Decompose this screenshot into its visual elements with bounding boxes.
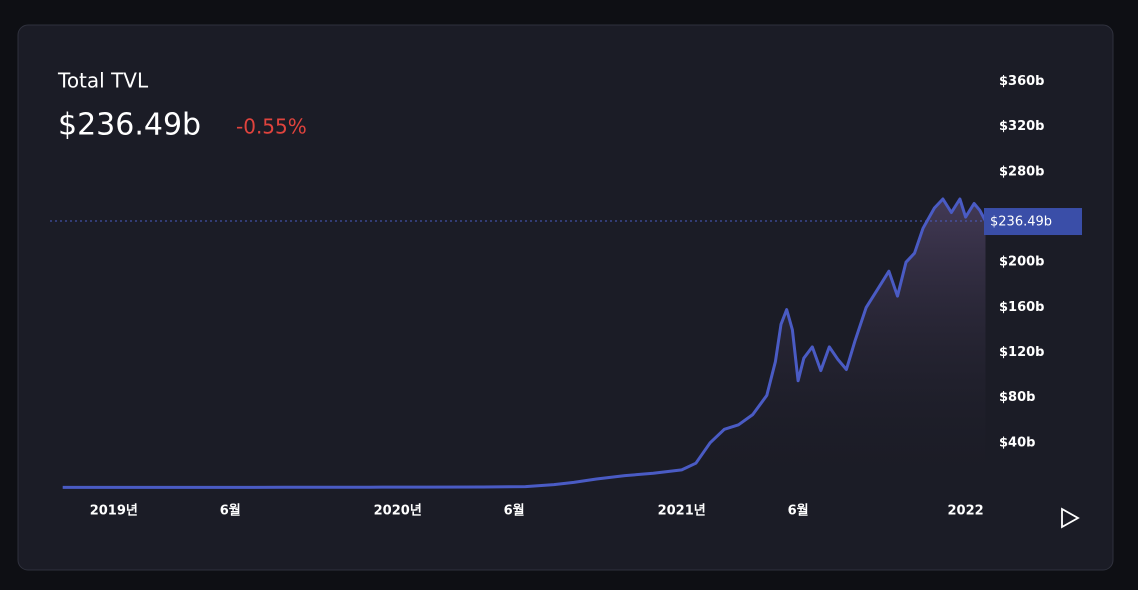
play-button[interactable] [1061,507,1080,529]
x-tick-label: 2020년 [374,504,422,519]
area-fill [62,199,986,488]
price-tag-label: $236.49b [990,215,1052,230]
y-tick-label: $40b [999,435,1035,450]
x-tick-label: 6월 [220,503,241,519]
y-tick-label: $360b [999,74,1045,89]
y-tick-label: $80b [999,390,1035,405]
y-tick-label: $160b [999,300,1045,315]
x-tick-label: 2019년 [90,504,138,519]
price-tag [984,208,1082,236]
x-tick-label: 2022 [948,504,984,519]
title: Total TVL [57,69,149,93]
x-tick-label: 6월 [504,503,525,519]
y-tick-label: $200b [999,255,1045,270]
total-value: $236.49b [58,108,201,143]
line [62,197,987,489]
x-tick-label: 6월 [788,503,809,519]
y-tick-label: $280b [999,164,1045,179]
change: -0.55% [236,115,307,139]
x-tick-label: 2021년 [658,504,706,519]
y-tick-label: $320b [999,119,1045,134]
y-tick-label: $120b [999,345,1045,360]
